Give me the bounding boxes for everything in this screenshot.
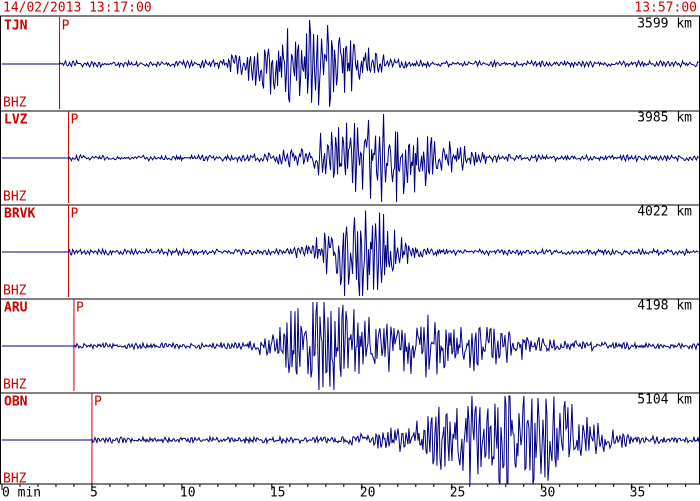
waveform: [2, 19, 699, 107]
phase: P: [76, 301, 84, 316]
phase: P: [62, 19, 70, 34]
start-time: 14/02/2013 13:17:00: [3, 1, 152, 16]
waveform: [2, 301, 700, 391]
distance: 3985 km: [637, 111, 692, 126]
end-time: 13:57:00: [634, 1, 697, 16]
waveform: [2, 113, 699, 203]
x-tick-label: 30: [540, 486, 556, 501]
x-tick-label: 5: [90, 486, 98, 501]
station: OBN: [4, 395, 28, 410]
channel: BHZ: [3, 472, 27, 487]
station: LVZ: [4, 113, 28, 128]
x-tick-label: 20: [360, 486, 376, 501]
channel: BHZ: [3, 190, 27, 205]
distance: 4198 km: [637, 299, 692, 314]
x-tick-label: 10: [180, 486, 196, 501]
station: ARU: [4, 301, 28, 316]
station: BRVK: [4, 207, 35, 222]
distance: 3599 km: [637, 17, 692, 32]
distance: 5104 km: [637, 393, 692, 408]
channel: BHZ: [3, 378, 27, 393]
station: TJN: [4, 19, 28, 34]
channel: BHZ: [3, 284, 27, 299]
phase: P: [94, 395, 102, 410]
channel: BHZ: [3, 96, 27, 111]
x-tick-label: 15: [270, 486, 286, 501]
waveform: [2, 395, 700, 485]
waveform: [2, 210, 699, 297]
x-tick-label: 35: [630, 486, 646, 501]
phase: P: [71, 207, 79, 222]
phase: P: [71, 113, 79, 128]
x-tick-label: 0 min: [2, 486, 41, 501]
x-tick-label: 25: [450, 486, 466, 501]
distance: 4022 km: [637, 205, 692, 220]
